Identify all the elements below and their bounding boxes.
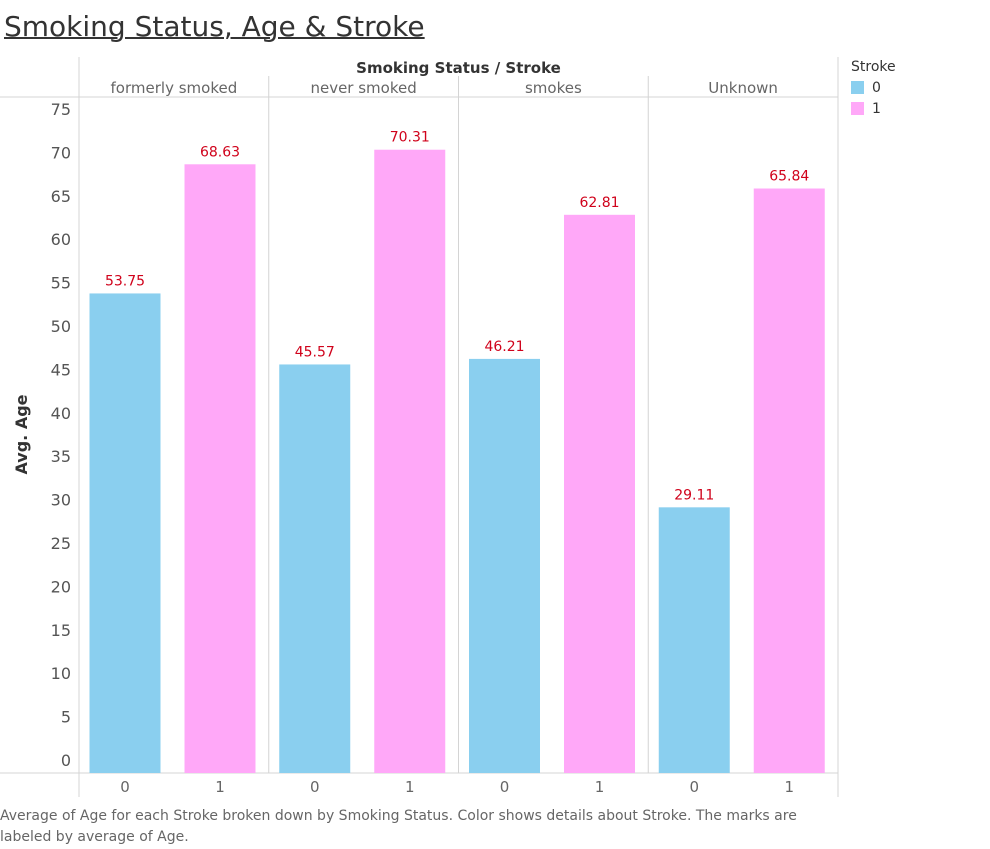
data-label: 65.84 [769, 169, 809, 185]
y-tick-label: 75 [51, 100, 71, 119]
data-label: 29.11 [674, 487, 714, 503]
x-tick-label: 1 [215, 778, 225, 796]
group-label: formerly smoked [111, 79, 238, 97]
x-tick-label: 0 [310, 778, 320, 796]
legend-swatch-1 [851, 102, 864, 115]
bar-never-smoked-0 [279, 364, 351, 773]
y-tick-label: 10 [51, 664, 71, 683]
legend-swatch-0 [851, 81, 864, 94]
chart-title: Smoking Status, Age & Stroke [4, 10, 425, 43]
data-label: 62.81 [579, 195, 619, 211]
x-tick-label: 1 [405, 778, 415, 796]
data-label: 68.63 [200, 144, 240, 160]
y-tick-label: 35 [51, 447, 71, 466]
y-tick-label: 60 [51, 230, 71, 249]
y-tick-label: 70 [51, 143, 71, 162]
y-tick-label: 25 [51, 534, 71, 553]
bar-formerly-smoked-1 [184, 164, 256, 773]
group-label: smokes [525, 79, 582, 97]
y-tick-label: 50 [51, 317, 71, 336]
y-tick-label: 40 [51, 404, 71, 423]
y-tick-label: 45 [51, 360, 71, 379]
bar-unknown-1 [753, 188, 825, 774]
legend-label-1: 1 [872, 100, 881, 117]
column-header: Smoking Status / Stroke [356, 59, 561, 77]
bar-unknown-0 [658, 507, 730, 773]
y-tick-label: 15 [51, 621, 71, 640]
legend-item-1[interactable]: 1 [851, 98, 896, 119]
group-label: Unknown [708, 79, 778, 97]
x-tick-label: 1 [784, 778, 794, 796]
legend: Stroke 0 1 [851, 59, 896, 119]
legend-title: Stroke [851, 59, 896, 75]
chart-caption: Average of Age for each Stroke broken do… [0, 808, 797, 845]
x-tick-label: 1 [595, 778, 605, 796]
y-tick-label: 30 [51, 491, 71, 510]
y-tick-label: 5 [61, 708, 71, 727]
x-tick-label: 0 [120, 778, 130, 796]
data-label: 45.57 [295, 344, 335, 360]
legend-label-0: 0 [872, 79, 881, 96]
bar-smokes-0 [469, 358, 540, 773]
y-tick-label: 65 [51, 187, 71, 206]
bar-formerly-smoked-0 [89, 293, 161, 773]
x-tick-label: 0 [689, 778, 699, 796]
y-axis-label: Avg. Age [12, 394, 31, 474]
x-tick-label: 0 [500, 778, 510, 796]
group-label: never smoked [310, 79, 416, 97]
y-tick-label: 20 [51, 577, 71, 596]
y-tick-label: 0 [61, 751, 71, 770]
bar-never-smoked-1 [374, 149, 446, 773]
data-label: 53.75 [105, 273, 145, 289]
data-label: 46.21 [484, 339, 524, 355]
y-tick-label: 55 [51, 274, 71, 293]
data-label: 70.31 [390, 130, 430, 146]
legend-item-0[interactable]: 0 [851, 77, 896, 98]
bar-smokes-1 [564, 214, 635, 773]
